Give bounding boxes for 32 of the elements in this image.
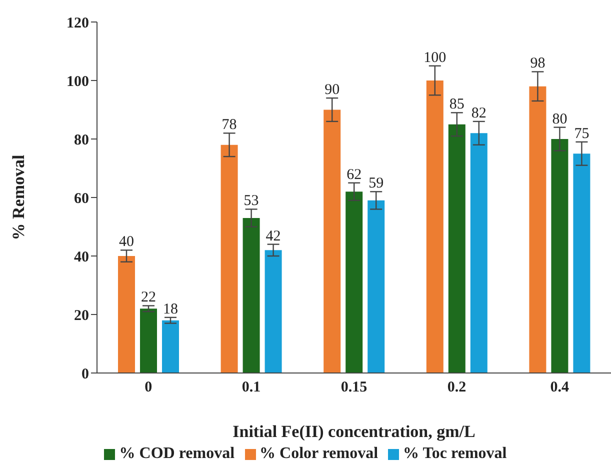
data-label: 53 bbox=[244, 193, 259, 210]
data-label: 78 bbox=[222, 117, 237, 134]
data-label: 82 bbox=[471, 105, 486, 122]
x-tick-label: 0.4 bbox=[550, 380, 570, 396]
data-label: 22 bbox=[141, 290, 156, 306]
x-tick-label: 0 bbox=[144, 380, 152, 396]
data-label: 85 bbox=[449, 96, 464, 113]
data-label: 100 bbox=[424, 50, 446, 66]
y-tick-label: 120 bbox=[66, 15, 89, 32]
legend-label: % COD removal bbox=[119, 445, 235, 462]
data-label: 75 bbox=[574, 126, 590, 142]
legend-label: % Toc removal bbox=[403, 445, 507, 462]
y-tick-label: 60 bbox=[74, 190, 89, 207]
x-tick-label: 0.15 bbox=[340, 380, 368, 396]
x-tick-label: 0.1 bbox=[242, 380, 261, 396]
y-tick-label: 80 bbox=[74, 132, 89, 148]
legend-label: % Color removal bbox=[260, 445, 378, 462]
y-axis-title: % Removal bbox=[9, 154, 28, 240]
data-label: 40 bbox=[119, 234, 134, 250]
data-label: 42 bbox=[266, 228, 281, 244]
y-tick-label: 40 bbox=[74, 249, 89, 266]
data-label: 18 bbox=[163, 301, 178, 318]
x-tick-label: 0.2 bbox=[447, 380, 466, 396]
data-label: 90 bbox=[324, 82, 340, 98]
y-tick-label: 100 bbox=[66, 74, 89, 90]
data-label: 62 bbox=[346, 166, 362, 183]
x-axis-title: Initial Fe(II) concentration, gm/L bbox=[232, 422, 476, 441]
data-label: 80 bbox=[552, 111, 568, 128]
data-label: 59 bbox=[368, 176, 384, 192]
data-label: 98 bbox=[530, 56, 546, 72]
y-tick-label: 0 bbox=[82, 366, 89, 382]
y-tick-label: 20 bbox=[74, 308, 89, 324]
